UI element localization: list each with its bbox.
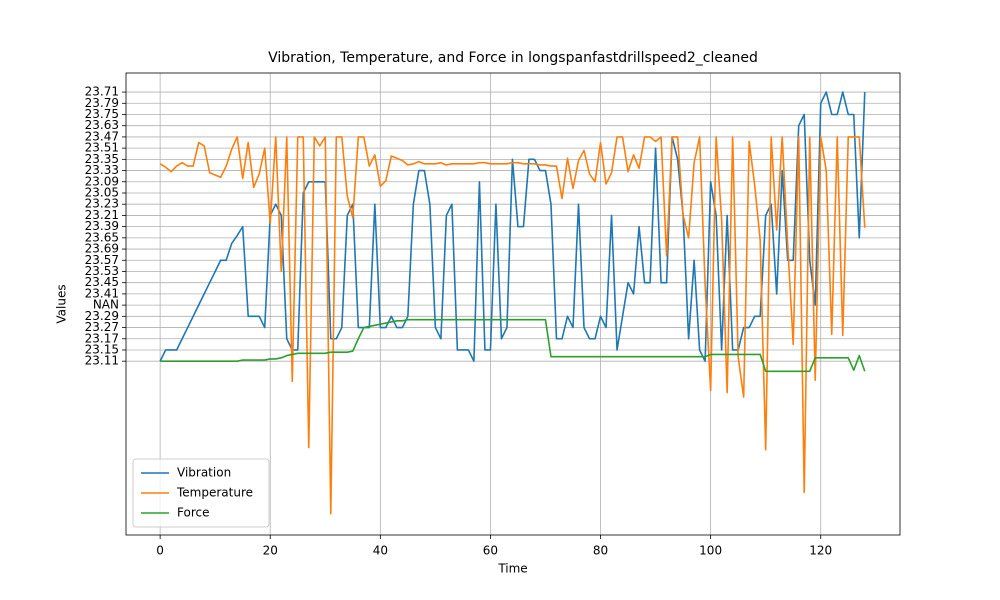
chart-title: Vibration, Temperature, and Force in lon…	[268, 50, 758, 66]
y-tick-label: 23.11	[85, 354, 119, 368]
x-tick-label: 80	[593, 544, 608, 558]
y-tick-label: 23.17	[85, 331, 119, 345]
legend-label: Force	[177, 506, 209, 520]
y-tick-label: 23.57	[85, 253, 119, 267]
line-series	[160, 318, 866, 373]
x-tick-label: 20	[263, 544, 278, 558]
y-tick-label: 23.09	[85, 174, 119, 188]
y-tick-label: 23.47	[85, 129, 119, 143]
y-tick-label: 23.29	[85, 309, 119, 323]
y-tick-label: 23.79	[85, 96, 119, 110]
line-series	[159, 91, 866, 362]
y-tick-label: 23.35	[85, 152, 119, 166]
y-tick-label: 23.23	[85, 197, 119, 211]
y-tick-label: 23.21	[85, 208, 119, 222]
y-tick-label: 23.33	[85, 163, 119, 177]
x-tick-label: 120	[809, 544, 832, 558]
plot-frame	[125, 72, 901, 536]
legend-label: Vibration	[177, 466, 231, 480]
y-tick-label: NAN	[93, 298, 119, 312]
x-axis-label: Time	[497, 562, 527, 576]
y-tick-label: 23.71	[85, 85, 119, 99]
y-tick-label: 23.45	[85, 275, 119, 289]
y-tick-label: 23.53	[85, 264, 119, 278]
x-tick-label: 100	[699, 544, 722, 558]
y-tick-label: 23.63	[85, 118, 119, 132]
x-tick-label: 60	[483, 544, 498, 558]
y-tick-label: 23.15	[85, 342, 119, 356]
y-tick-label: 23.41	[85, 286, 119, 300]
legend-box	[132, 458, 270, 528]
y-tick-label: 23.27	[85, 320, 119, 334]
legend-label: Temperature	[176, 486, 253, 500]
x-tick-label: 40	[373, 544, 388, 558]
x-tick-label: 0	[156, 544, 164, 558]
y-axis-label: Values	[55, 284, 69, 323]
y-tick-label: 23.51	[85, 141, 119, 155]
legend: Vibration Temperature Force	[132, 458, 270, 528]
y-tick-label: 23.65	[85, 230, 119, 244]
y-tick-label: 23.39	[85, 219, 119, 233]
line-series	[159, 136, 866, 515]
y-tick-label: 23.75	[85, 107, 119, 121]
y-tick-label: 23.69	[85, 242, 119, 256]
y-tick-label: 23.05	[85, 185, 119, 199]
